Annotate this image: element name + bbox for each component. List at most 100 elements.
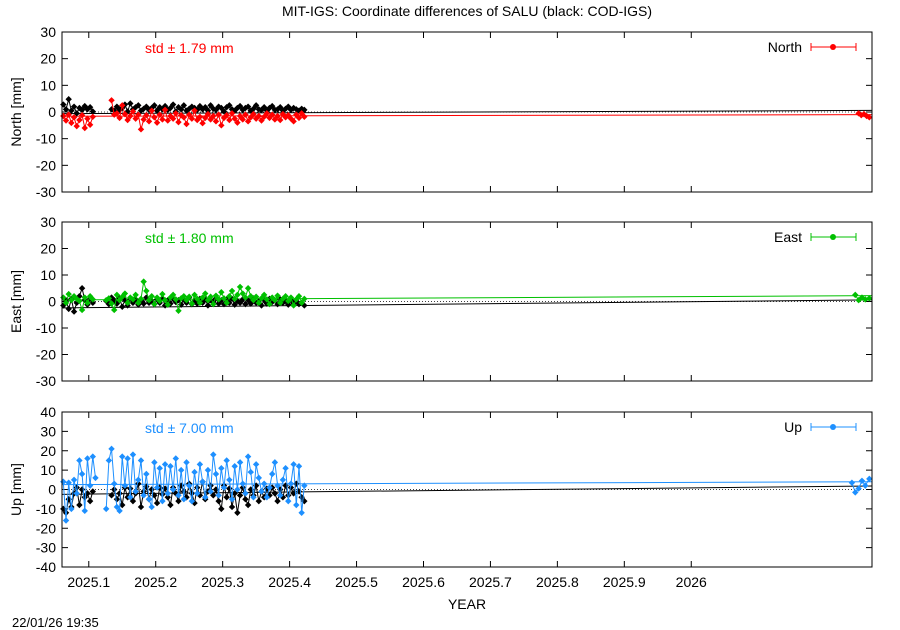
east-series-point bbox=[260, 291, 268, 299]
chart-title: MIT-IGS: Coordinate differences of SALU … bbox=[282, 3, 652, 19]
reference-series-point bbox=[228, 503, 236, 511]
north-series-point bbox=[277, 116, 284, 124]
up-series-point bbox=[167, 463, 174, 470]
east-series-point bbox=[271, 296, 279, 304]
north-series-point bbox=[204, 110, 212, 118]
y-axis-label: Up [mm] bbox=[8, 463, 24, 516]
east-series-point bbox=[113, 291, 121, 299]
reference-series-point bbox=[242, 495, 249, 503]
up-series-point bbox=[260, 480, 268, 487]
north-series-point bbox=[89, 113, 96, 120]
y-tick-label: -30 bbox=[36, 373, 56, 389]
up-series-point bbox=[204, 466, 212, 474]
up-series-point bbox=[244, 453, 252, 460]
x-tick-label: 2026 bbox=[676, 574, 707, 590]
reference-series-point bbox=[252, 102, 260, 109]
north-series-point bbox=[290, 118, 297, 125]
east-series-point bbox=[202, 290, 209, 297]
north-series-point bbox=[81, 124, 88, 132]
reference-series-point bbox=[78, 486, 86, 493]
up-series-point bbox=[70, 476, 78, 484]
north-series-point bbox=[86, 121, 94, 128]
north-series-point bbox=[175, 118, 182, 126]
up-series-point bbox=[92, 474, 99, 482]
panel-up: 40 30 20 10 0 -10 -20 -30 -40 2025.1 2025.2 2025.3 2… bbox=[8, 404, 873, 590]
east-series-point bbox=[244, 285, 252, 292]
up-series-point bbox=[218, 464, 225, 472]
up-series-point bbox=[295, 463, 303, 470]
reference-series-point bbox=[89, 299, 96, 307]
north-series-point bbox=[210, 112, 217, 120]
reference-series-point bbox=[89, 488, 96, 495]
y-tick-label: -10 bbox=[36, 320, 56, 336]
reference-series-point bbox=[129, 497, 137, 505]
y-tick-label: 10 bbox=[40, 77, 56, 93]
up-series-point bbox=[202, 494, 209, 501]
north-series-point bbox=[151, 114, 158, 121]
reference-series-point bbox=[169, 101, 177, 108]
up-series-point bbox=[855, 485, 862, 492]
east-series-point bbox=[298, 299, 305, 307]
reference-series-point bbox=[226, 485, 233, 492]
up-series-point bbox=[231, 463, 238, 470]
legend-marker bbox=[830, 424, 836, 430]
reference-series-point bbox=[194, 106, 201, 114]
reference-series-point bbox=[234, 509, 241, 516]
east-series-point bbox=[81, 294, 88, 301]
up-series-point bbox=[102, 505, 110, 513]
up-series-point bbox=[132, 488, 139, 495]
x-tick-label: 2025.8 bbox=[536, 574, 579, 590]
north-series-point bbox=[239, 116, 246, 123]
north-series-point bbox=[226, 116, 233, 124]
east-series-point bbox=[226, 293, 233, 300]
north-series-point bbox=[223, 112, 230, 119]
reference-series-point bbox=[167, 501, 174, 509]
reference-series-point bbox=[65, 96, 72, 103]
east-series-point bbox=[210, 300, 217, 308]
reference-series-point bbox=[287, 106, 295, 114]
north-trend-line bbox=[61, 114, 873, 117]
reference-series-point bbox=[140, 300, 147, 307]
north-series-point bbox=[274, 112, 281, 120]
up-series-point bbox=[279, 476, 287, 484]
std-annotation: std ± 1.79 mm bbox=[145, 40, 234, 56]
reference-series-point bbox=[239, 296, 246, 303]
east-series-point bbox=[191, 291, 198, 299]
reference-series-point bbox=[204, 302, 212, 309]
up-series-point bbox=[161, 461, 169, 468]
legend-label: East bbox=[774, 229, 802, 245]
footer-timestamp: 22/01/26 19:35 bbox=[12, 615, 99, 630]
east-series-point bbox=[84, 299, 91, 307]
reference-series-point bbox=[113, 495, 121, 503]
up-series-point bbox=[866, 475, 873, 483]
north-series-point bbox=[866, 114, 873, 121]
north-series-point bbox=[268, 111, 276, 118]
up-series-point bbox=[271, 459, 279, 466]
reference-series-point bbox=[244, 103, 252, 110]
east-series-point bbox=[129, 296, 137, 303]
east-series-point bbox=[156, 297, 163, 305]
north-series-point bbox=[172, 110, 180, 117]
up-series-point bbox=[236, 459, 244, 466]
east-series-point bbox=[287, 294, 295, 301]
up-series-point bbox=[268, 470, 276, 478]
reference-series-point bbox=[86, 497, 94, 505]
reference-series-point bbox=[62, 509, 70, 516]
reference-series-point bbox=[220, 108, 228, 115]
east-series-point bbox=[185, 293, 193, 300]
up-series-point bbox=[169, 486, 177, 493]
east-series-point bbox=[228, 287, 236, 295]
east-series-point bbox=[277, 299, 284, 307]
up-series-point bbox=[301, 482, 308, 489]
reference-series-point bbox=[274, 106, 281, 113]
up-series-point bbox=[153, 484, 161, 491]
reference-series-point bbox=[244, 501, 252, 509]
up-series-point bbox=[172, 455, 180, 462]
reference-series-point bbox=[226, 102, 233, 109]
reference-series-point bbox=[113, 103, 121, 110]
north-series-point bbox=[258, 117, 265, 124]
north-series-point bbox=[285, 112, 292, 119]
std-annotation: std ± 1.80 mm bbox=[145, 230, 234, 246]
up-series-point bbox=[263, 494, 271, 501]
reference-series-point bbox=[135, 102, 142, 109]
